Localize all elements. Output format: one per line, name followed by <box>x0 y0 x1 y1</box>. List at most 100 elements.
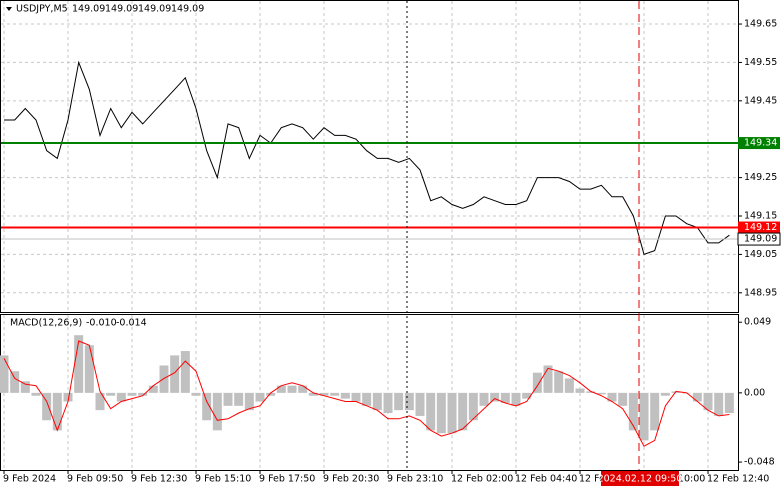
y-tick-label: 149.65 <box>744 19 777 30</box>
macd-bar <box>276 385 286 393</box>
macd-bar <box>596 392 606 395</box>
macd-bar <box>351 392 361 402</box>
y-tick-label: 149.45 <box>744 95 777 106</box>
macd-bar <box>532 372 542 393</box>
macd-bar <box>84 345 94 393</box>
macd-bar <box>74 335 84 393</box>
macd-bar <box>500 392 510 403</box>
macd-bar <box>628 392 638 431</box>
macd-bar <box>490 392 500 402</box>
level-label-bg <box>738 221 780 234</box>
y-tick-label: 0.00 <box>744 387 765 398</box>
macd-bar <box>404 392 414 411</box>
macd-bar <box>564 378 574 393</box>
macd-panel <box>0 314 739 471</box>
x-tick-label: 12 Feb 12:40 <box>707 474 769 485</box>
level-label: 149.12 <box>744 222 777 233</box>
macd-bar <box>308 392 318 396</box>
macd-bar <box>522 392 532 399</box>
macd-bar <box>692 392 702 402</box>
macd-bar <box>42 392 52 421</box>
macd-bar <box>180 351 190 393</box>
macd-bar <box>458 392 468 431</box>
macd-bar <box>426 392 436 431</box>
y-tick-label: 149.15 <box>744 211 777 222</box>
symbol-title: USDJPY,M5 <box>16 4 68 15</box>
macd-bar <box>319 392 329 396</box>
level-label: 149.09 <box>744 234 777 245</box>
quote-value: 149.09 <box>171 4 204 15</box>
x-tick-label: 12 Feb 04:40 <box>515 474 577 485</box>
macd-bar <box>330 392 340 396</box>
macd-bar <box>394 392 404 411</box>
macd-bar <box>724 392 734 414</box>
macd-bar <box>212 392 222 431</box>
y-tick-label: 149.55 <box>744 57 777 68</box>
macd-bar <box>159 365 169 393</box>
macd-bar <box>714 392 724 416</box>
macd-bar <box>436 392 446 434</box>
macd-bar <box>703 392 713 411</box>
macd-bar <box>202 392 212 421</box>
y-tick-label: 148.95 <box>744 287 777 298</box>
quote-value: 149.09 <box>138 4 171 15</box>
macd-bar <box>0 355 9 393</box>
macd-bar <box>298 385 308 393</box>
macd-bar <box>340 392 350 399</box>
macd-bar <box>244 392 254 411</box>
level-label-bg <box>737 232 781 246</box>
x-tick-label: 9 Feb 09:50 <box>67 474 123 485</box>
macd-bar <box>650 392 660 431</box>
macd-bar <box>234 392 244 406</box>
macd-bar <box>362 392 372 406</box>
macd-bar <box>607 392 617 402</box>
macd-bar <box>63 392 73 402</box>
macd-bar <box>575 388 585 393</box>
macd-bar <box>20 381 30 393</box>
x-tick-label: 12 Feb 02:00 <box>451 474 513 485</box>
macd-bar <box>554 371 564 393</box>
macd-bar <box>191 392 201 396</box>
x-tick-label: 9 Feb 12:30 <box>131 474 187 485</box>
macd-bar <box>511 392 521 406</box>
macd-bar <box>170 355 180 393</box>
macd-bar <box>468 392 478 421</box>
x-tick-label: 9 Feb 15:10 <box>195 474 251 485</box>
macd-bar <box>639 392 649 441</box>
y-tick-label: -0.048 <box>744 457 775 468</box>
macd-bar <box>383 392 393 414</box>
main-panel <box>0 0 739 313</box>
menu-icon <box>6 7 12 11</box>
macd-bar <box>138 392 148 396</box>
level-label-bg <box>738 137 780 150</box>
macd-bar <box>52 392 62 431</box>
signal-line <box>3 340 730 447</box>
quote-value: 149.09 <box>72 4 105 15</box>
macd-bar <box>372 392 382 411</box>
x-tick-label: 9 Feb 20:30 <box>323 474 379 485</box>
macd-bar <box>31 392 41 396</box>
macd-bar <box>127 392 137 396</box>
y-tick-label: 149.25 <box>744 172 777 183</box>
cursor-label-bg <box>601 471 679 486</box>
macd-bar <box>106 392 116 396</box>
level-label: 149.34 <box>744 138 777 149</box>
macd-bar <box>266 392 276 396</box>
macd-title: MACD(12,26,9) <box>10 318 82 329</box>
macd-bar <box>10 371 20 393</box>
macd-bar <box>415 392 425 416</box>
macd-bar <box>660 392 670 396</box>
x-tick-label: 9 Feb 2024 <box>3 474 56 485</box>
macd-reading: -0.014 <box>116 318 147 329</box>
macd-bar <box>618 392 628 406</box>
y-tick-label: 149.05 <box>744 249 777 260</box>
macd-bar <box>479 392 489 406</box>
quote-value: 149.09 <box>105 4 138 15</box>
macd-bar <box>287 385 297 393</box>
macd-bar <box>116 392 126 402</box>
x-tick-label: 9 Feb 23:10 <box>387 474 443 485</box>
macd-reading: -0.010 <box>86 318 117 329</box>
macd-bar <box>148 385 158 393</box>
macd-bar <box>543 365 553 393</box>
